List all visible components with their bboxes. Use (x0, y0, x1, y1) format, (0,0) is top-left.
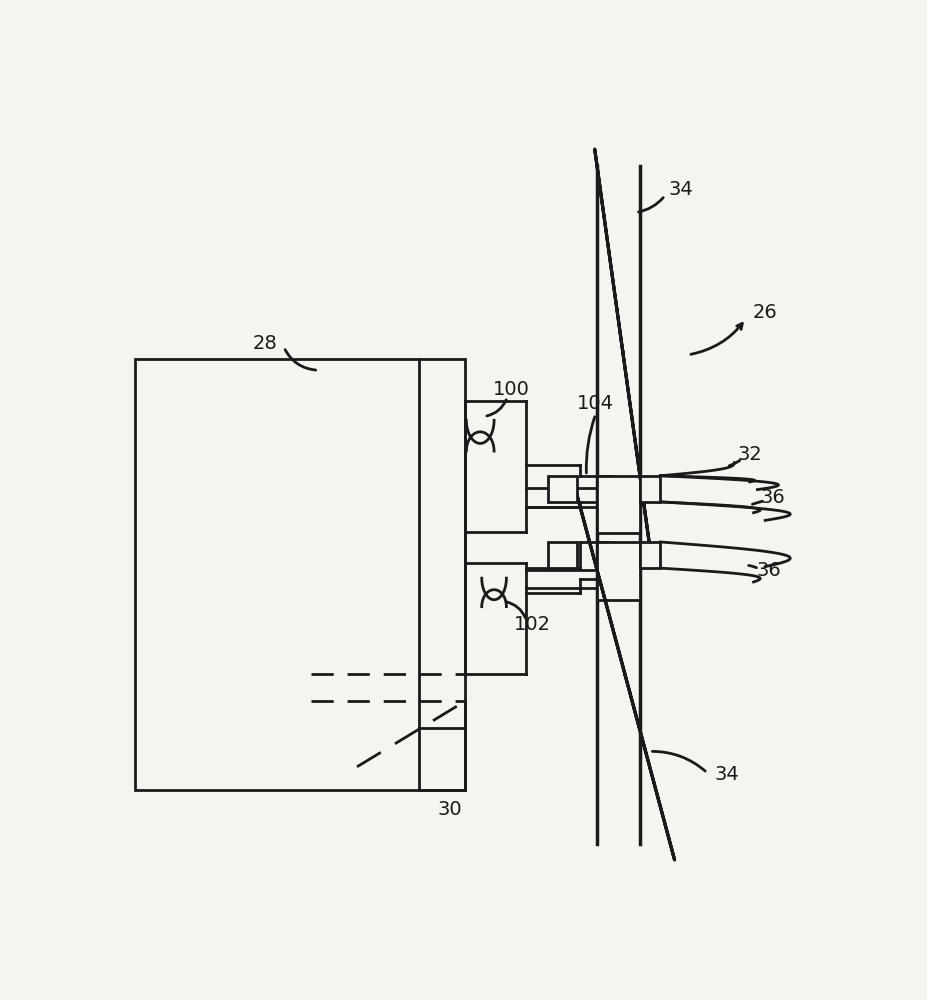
Polygon shape (575, 489, 674, 860)
Text: 28: 28 (252, 334, 276, 353)
Bar (547, 542, 577, 568)
Text: 34: 34 (714, 765, 738, 784)
Bar (135, 359, 464, 790)
Text: 104: 104 (577, 394, 614, 413)
Text: 36: 36 (756, 561, 781, 580)
Text: 32: 32 (737, 445, 761, 464)
Bar (597, 476, 640, 533)
Text: 102: 102 (514, 615, 551, 634)
Text: 36: 36 (759, 488, 784, 507)
Bar (640, 542, 660, 568)
Bar (640, 476, 660, 502)
Text: 34: 34 (667, 180, 692, 199)
Text: 26: 26 (752, 303, 777, 322)
Polygon shape (594, 149, 650, 553)
Bar (547, 476, 577, 502)
Text: 100: 100 (492, 380, 529, 399)
Text: 30: 30 (437, 800, 462, 819)
Bar (597, 542, 640, 600)
